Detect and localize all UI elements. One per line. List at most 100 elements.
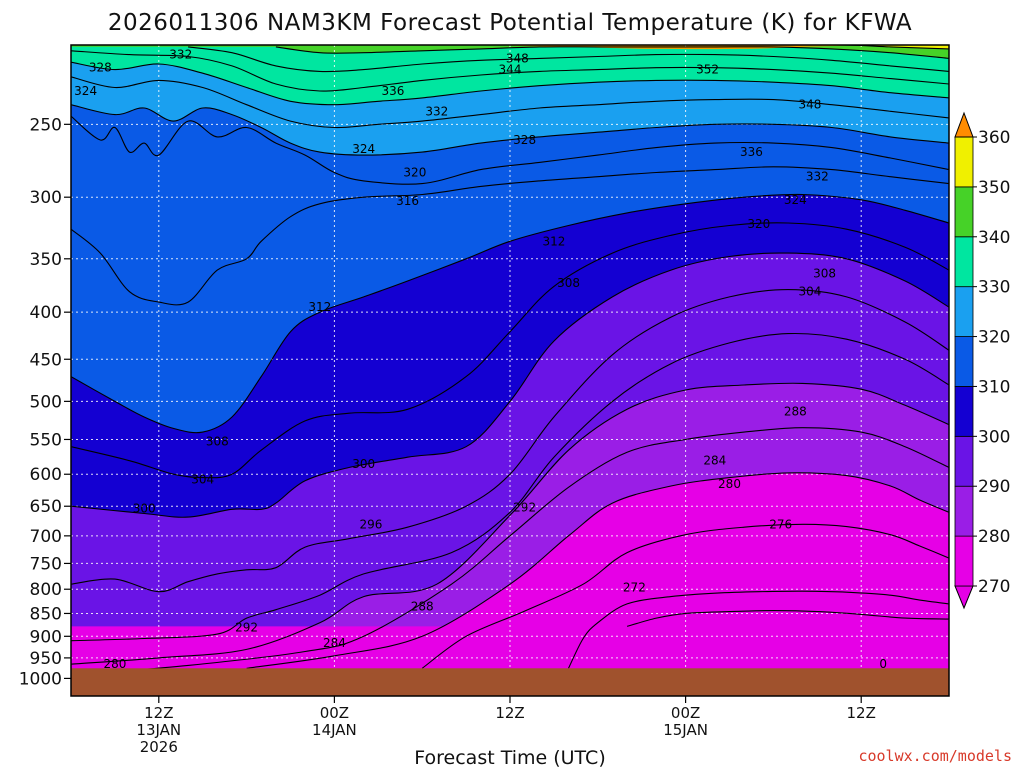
y-tick-label: 650 <box>30 497 62 517</box>
isentrope-296 <box>71 289 949 593</box>
contour-label: 344 <box>499 63 522 77</box>
contour-label: 284 <box>703 454 726 468</box>
isentrope-280 <box>246 472 949 669</box>
isentrope-316 <box>71 115 949 185</box>
isentrope-272 <box>568 590 949 669</box>
isentrope-320 <box>71 104 949 156</box>
y-tick-label: 600 <box>30 465 62 485</box>
contour-label: 320 <box>403 165 426 179</box>
contour-label: 308 <box>813 266 836 280</box>
contour-label: 284 <box>323 636 346 650</box>
contour-label: 332 <box>806 170 829 184</box>
contour-label: 324 <box>352 142 375 156</box>
contour-label: 336 <box>381 84 404 98</box>
colorbar-segment <box>954 336 974 387</box>
isentrope-contours <box>71 45 949 676</box>
colorbar-tick-label: 310 <box>978 377 1010 397</box>
contour-label: 280 <box>718 477 741 491</box>
contour-label: 332 <box>425 104 448 118</box>
x-tick-label: 14JAN <box>312 721 357 739</box>
y-tick-label: 950 <box>30 649 62 669</box>
contour-label: 292 <box>235 620 258 634</box>
isentrope-304 <box>71 222 949 479</box>
isentrope-292 <box>71 332 949 642</box>
contour-label: 348 <box>799 98 822 112</box>
y-tick-label: 750 <box>30 554 62 574</box>
ground-terrain <box>71 668 949 696</box>
colorbar-tick-label: 300 <box>978 427 1010 447</box>
x-tick-label: 15JAN <box>663 721 708 739</box>
chart-title: 2026011306 NAM3KM Forecast Potential Tem… <box>108 10 912 36</box>
contour-label: 328 <box>89 61 112 75</box>
y-tick-label: 850 <box>30 604 62 624</box>
isentrope-308 <box>71 193 949 434</box>
y-tick-label: 800 <box>30 580 62 600</box>
isentrope-344 <box>422 45 949 50</box>
x-tick-label: 2026 <box>140 738 178 756</box>
isentrope-324 <box>71 76 949 129</box>
y-tick-label: 450 <box>30 350 62 370</box>
contour-label: 336 <box>740 145 763 159</box>
colorbar-segment <box>954 136 974 188</box>
isentrope-284 <box>71 427 949 676</box>
isentrope-300 <box>71 252 949 518</box>
contour-label: 296 <box>360 517 383 531</box>
colorbar-tick-label: 270 <box>978 577 1010 597</box>
contour-label: 308 <box>557 276 580 290</box>
y-tick-label: 400 <box>30 303 62 323</box>
colorbar-tick-label: 330 <box>978 278 1010 298</box>
colorbar-tick-label: 350 <box>978 178 1010 198</box>
contour-label: 316 <box>396 194 419 208</box>
contour-label: 324 <box>74 84 97 98</box>
colorbar-segment <box>954 386 974 437</box>
contour-label: 300 <box>352 457 375 471</box>
contour-label: 272 <box>623 581 646 595</box>
x-tick-label: 00Z <box>320 704 349 722</box>
isentrope-270 <box>626 610 949 627</box>
colorbar-min-arrow <box>954 585 974 610</box>
colorbar-segment <box>954 435 974 487</box>
isentrope-336 <box>188 46 949 73</box>
contour-label: 320 <box>747 217 770 231</box>
contour-label: 304 <box>799 285 822 299</box>
y-tick-label: 500 <box>30 392 62 412</box>
contour-label: 348 <box>506 51 529 65</box>
x-tick-label: 13JAN <box>136 721 181 739</box>
colorbar-max-arrow <box>954 111 974 138</box>
y-tick-label: 250 <box>30 115 62 135</box>
isentrope-340 <box>275 46 949 59</box>
y-tick-label: 550 <box>30 430 62 450</box>
x-tick-label: 00Z <box>671 704 700 722</box>
contour-label: 304 <box>191 473 214 487</box>
colorbar-segment <box>954 485 974 537</box>
contour-label: 312 <box>308 300 331 314</box>
contour-label: 0 <box>879 657 887 671</box>
y-tick-label: 300 <box>30 188 62 208</box>
colorbar-tick-label: 340 <box>978 228 1010 248</box>
contour-label: 300 <box>133 502 156 516</box>
colorbar-legend: 270 280 290 300 310 320 330 340 350 360 <box>954 111 1010 610</box>
isentrope-328 <box>71 61 949 106</box>
isentrope-276 <box>421 523 949 669</box>
colorbar-segment <box>954 236 974 288</box>
colorbar-tick-label: 290 <box>978 477 1010 497</box>
isentrope-288 <box>71 382 949 665</box>
contour-label: 292 <box>513 500 536 514</box>
ground-fill <box>71 668 949 696</box>
x-axis-label: Forecast Time (UTC) <box>414 747 605 768</box>
contour-label: 312 <box>542 234 565 248</box>
y-tick-label: 1000 <box>19 669 62 689</box>
contour-label: 328 <box>513 133 536 147</box>
theta-color-bands <box>71 45 949 696</box>
contour-label: 288 <box>411 599 434 613</box>
contour-label: 280 <box>103 657 126 671</box>
y-tick-label: 700 <box>30 527 62 547</box>
colorbar-segment <box>954 286 974 337</box>
y-tick-label: 350 <box>30 250 62 270</box>
colorbar-segment <box>954 186 974 238</box>
isentrope-332 <box>71 50 949 92</box>
contour-label: 332 <box>169 48 192 62</box>
